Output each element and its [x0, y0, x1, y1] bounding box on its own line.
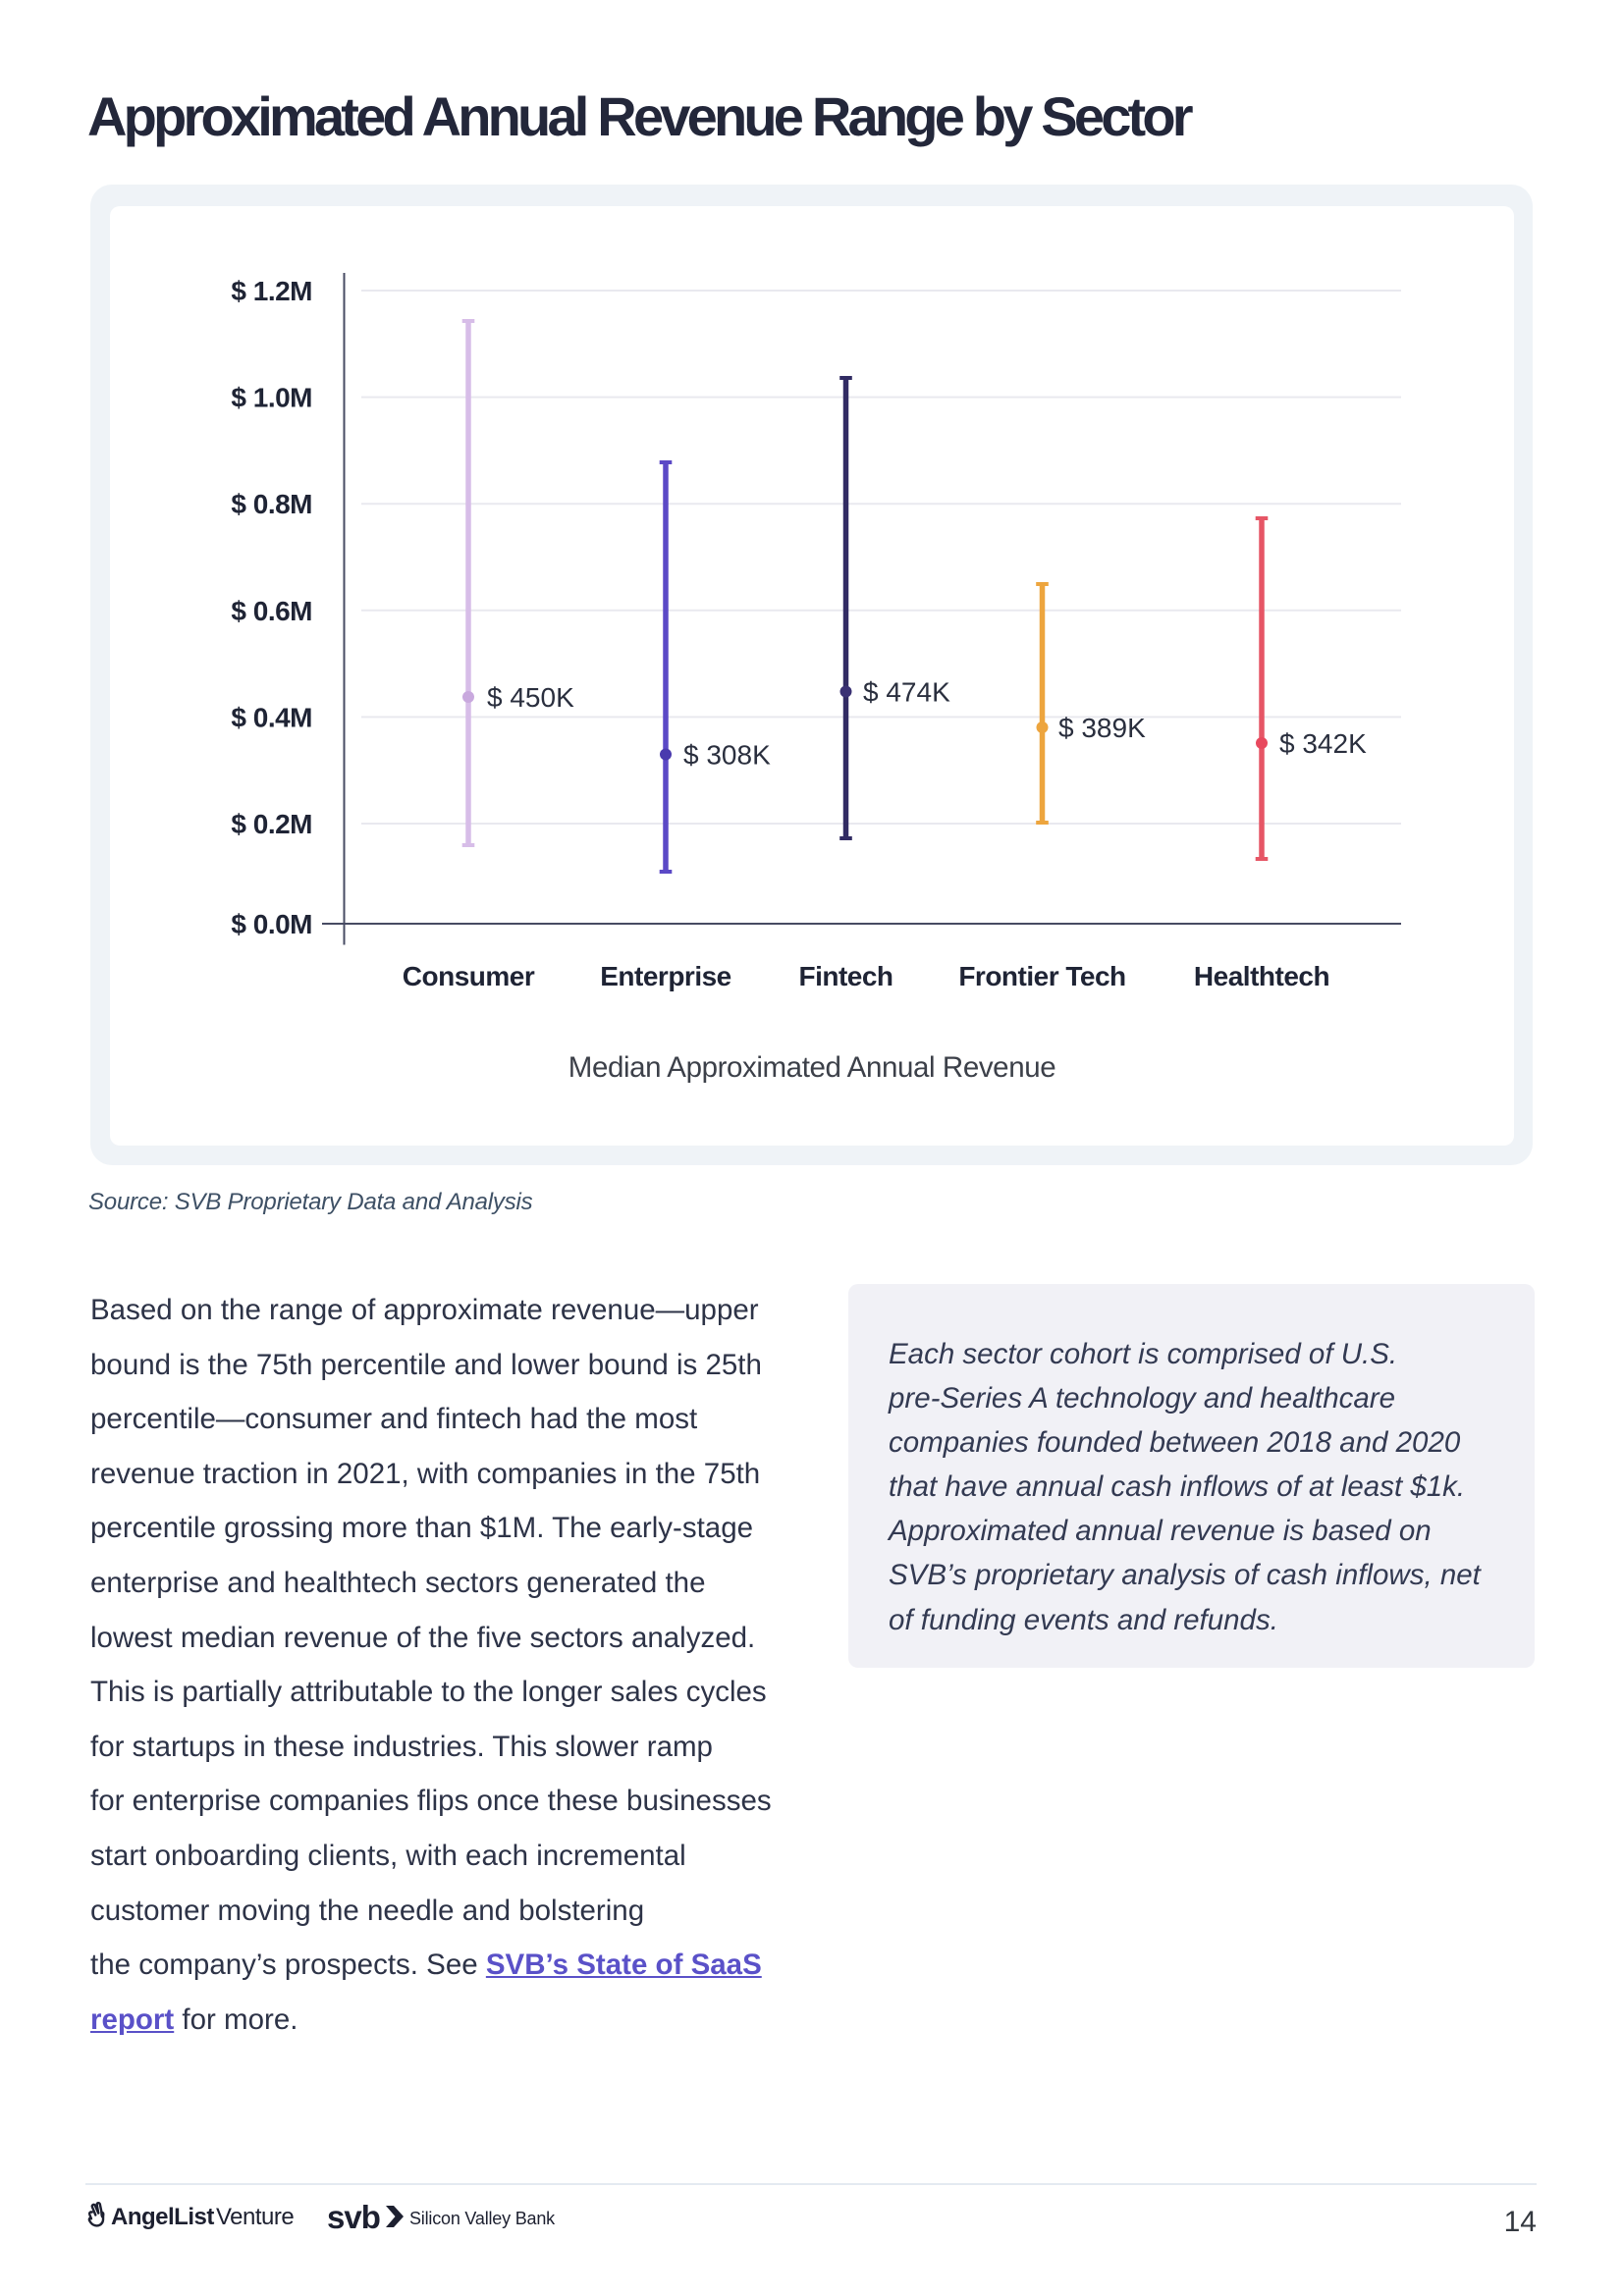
svg-text:Silicon Valley Bank: Silicon Valley Bank	[409, 2209, 556, 2228]
svg-text:svb: svb	[327, 2199, 380, 2235]
svg-text:$ 0.8M: $ 0.8M	[231, 489, 312, 519]
svg-text:Fintech: Fintech	[798, 961, 893, 991]
svg-text:Venture: Venture	[216, 2204, 294, 2230]
svg-text:$ 342K: $ 342K	[1279, 728, 1367, 759]
svg-text:$ 308K: $ 308K	[683, 740, 771, 771]
svg-text:$ 1.0M: $ 1.0M	[231, 383, 312, 413]
svg-text:AngelList: AngelList	[111, 2204, 214, 2230]
svg-text:$ 450K: $ 450K	[487, 682, 574, 713]
svg-text:$ 0.6M: $ 0.6M	[231, 596, 312, 626]
svg-text:Frontier Tech: Frontier Tech	[958, 961, 1125, 991]
svg-text:Median Approximated Annual Rev: Median Approximated Annual Revenue	[568, 1051, 1055, 1084]
svg-text:$ 0.4M: $ 0.4M	[231, 702, 312, 732]
svg-text:Healthtech: Healthtech	[1194, 961, 1329, 991]
svg-text:$ 0.2M: $ 0.2M	[231, 809, 312, 839]
svg-text:$ 389K: $ 389K	[1058, 713, 1146, 743]
svg-text:Consumer: Consumer	[403, 961, 535, 991]
svg-text:$ 1.2M: $ 1.2M	[231, 276, 312, 306]
svg-text:$ 474K: $ 474K	[863, 677, 950, 708]
svg-text:$ 0.0M: $ 0.0M	[231, 909, 312, 939]
svg-text:Enterprise: Enterprise	[600, 961, 731, 991]
